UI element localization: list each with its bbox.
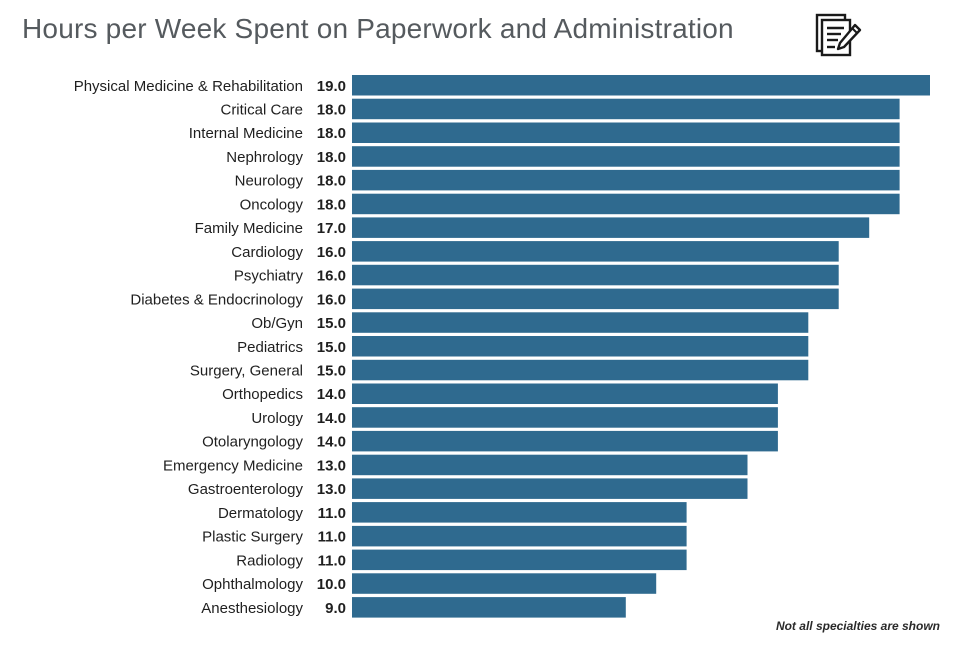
category-label-plastic-surgery: Plastic Surgery [202, 529, 303, 546]
value-label-radiology: 11.0 [318, 552, 346, 569]
bar-oncology [352, 193, 900, 215]
bar-family-medicine [352, 217, 870, 238]
value-label-physical-medicine-and-rehabilitation: 19.0 [317, 78, 346, 95]
value-label-gastroenterology: 13.0 [317, 481, 346, 498]
value-label-neurology: 18.0 [317, 173, 346, 190]
value-label-pediatrics: 15.0 [317, 339, 346, 356]
category-label-gastroenterology: Gastroenterology [188, 481, 304, 498]
value-label-plastic-surgery: 11.0 [318, 529, 346, 546]
bar-ob-gyn [352, 312, 809, 333]
bar-ophthalmology [352, 573, 657, 594]
category-label-psychiatry: Psychiatry [234, 268, 304, 285]
bar-critical-care [352, 98, 900, 120]
footnote: Not all specialties are shown [775, 619, 940, 633]
category-label-urology: Urology [251, 410, 303, 427]
category-label-oncology: Oncology [240, 196, 304, 213]
bar-internal-medicine [352, 122, 900, 143]
category-label-radiology: Radiology [236, 552, 303, 569]
bar-orthopedics [352, 383, 778, 404]
bar-radiology [352, 549, 687, 571]
bar-anesthesiology [352, 597, 626, 618]
bar-psychiatry [352, 264, 839, 286]
category-label-pediatrics: Pediatrics [237, 339, 303, 356]
category-label-neurology: Neurology [235, 173, 304, 190]
bar-pediatrics [352, 336, 809, 357]
bar-cardiology [352, 241, 839, 262]
category-label-ob-gyn: Ob/Gyn [251, 315, 303, 332]
category-label-ophthalmology: Ophthalmology [202, 576, 303, 593]
chart-title: Hours per Week Spent on Paperwork and Ad… [22, 13, 734, 44]
value-label-cardiology: 16.0 [317, 244, 346, 261]
category-label-physical-medicine-and-rehabilitation: Physical Medicine & Rehabilitation [74, 78, 303, 95]
bar-urology [352, 407, 778, 428]
value-label-psychiatry: 16.0 [317, 268, 346, 285]
value-label-critical-care: 18.0 [317, 102, 346, 119]
category-label-anesthesiology: Anesthesiology [201, 600, 303, 617]
bar-nephrology [352, 146, 900, 167]
value-label-emergency-medicine: 13.0 [317, 457, 346, 474]
category-label-critical-care: Critical Care [220, 102, 303, 119]
category-label-nephrology: Nephrology [226, 149, 303, 166]
value-label-internal-medicine: 18.0 [317, 125, 346, 142]
bar-gastroenterology [352, 478, 748, 499]
value-label-diabetes-and-endocrinology: 16.0 [317, 291, 346, 308]
bar-physical-medicine-and-rehabilitation [352, 75, 930, 96]
bar-neurology [352, 169, 900, 191]
value-label-dermatology: 11.0 [318, 505, 346, 522]
bar-surgery-general [352, 359, 809, 381]
value-label-orthopedics: 14.0 [317, 386, 346, 403]
value-label-oncology: 18.0 [317, 196, 346, 213]
category-label-otolaryngology: Otolaryngology [202, 434, 303, 451]
value-label-ophthalmology: 10.0 [317, 576, 346, 593]
category-label-emergency-medicine: Emergency Medicine [163, 457, 303, 474]
value-label-nephrology: 18.0 [317, 149, 346, 166]
value-label-otolaryngology: 14.0 [317, 434, 346, 451]
bar-plastic-surgery [352, 525, 687, 547]
category-label-family-medicine: Family Medicine [195, 220, 303, 237]
bar-emergency-medicine [352, 454, 748, 476]
category-label-internal-medicine: Internal Medicine [189, 125, 303, 142]
category-label-cardiology: Cardiology [231, 244, 303, 261]
document-pen-icon [815, 13, 862, 57]
category-label-orthopedics: Orthopedics [222, 386, 303, 403]
value-label-family-medicine: 17.0 [317, 220, 346, 237]
bar-otolaryngology [352, 430, 778, 452]
value-label-ob-gyn: 15.0 [317, 315, 346, 332]
value-label-urology: 14.0 [317, 410, 346, 427]
value-label-anesthesiology: 9.0 [325, 600, 346, 617]
category-label-dermatology: Dermatology [218, 505, 304, 522]
category-label-diabetes-and-endocrinology: Diabetes & Endocrinology [130, 291, 303, 308]
bar-diabetes-and-endocrinology [352, 288, 839, 310]
category-label-surgery-general: Surgery, General [190, 363, 303, 380]
value-label-surgery-general: 15.0 [317, 363, 346, 380]
bar-dermatology [352, 502, 687, 523]
